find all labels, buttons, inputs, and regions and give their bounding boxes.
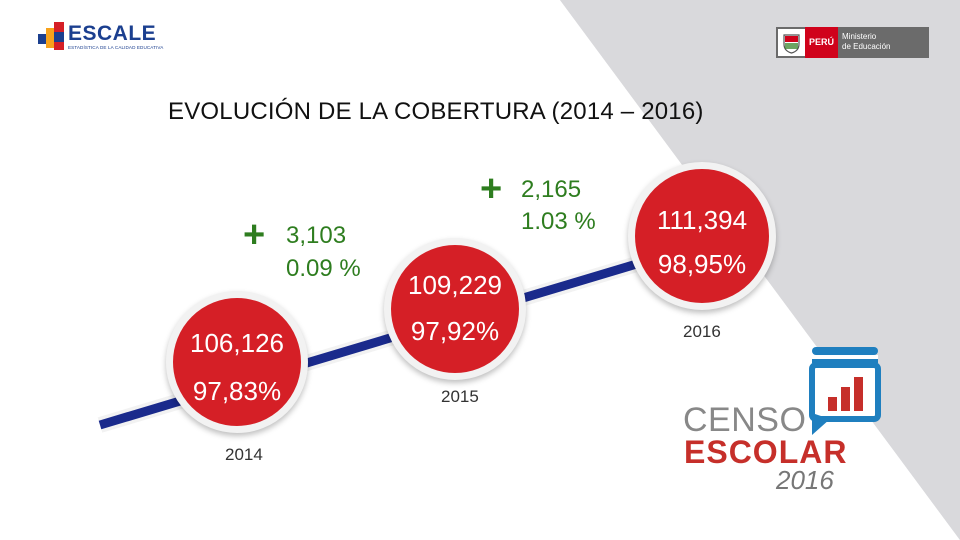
year-label-2016: 2016 [683,322,721,341]
page-title: EVOLUCIÓN DE LA COBERTURA (2014 – 2016) [168,98,704,125]
data-point-2014: 106,126 97,83% [166,291,308,433]
escale-tagline: ESTADÍSTICA DE LA CALIDAD EDUCATIVA [68,45,164,50]
censo-book-chart-icon [809,347,881,435]
peru-coat-of-arms-icon [778,29,805,56]
value-label-2016: 111,394 [656,205,748,235]
data-point-2016: 111,394 98,95% [628,162,776,310]
pct-label-2016: 98,95% [657,249,747,279]
increment-pct-1: 0.09 % [286,255,361,282]
censo-word: CENSO [683,401,807,439]
pct-label-2014: 97,83% [192,376,282,406]
pct-label-2015: 97,92% [410,316,500,346]
increment-plus-1: + [243,214,266,256]
increment-value-2: 2,165 [521,176,582,203]
escale-name: ESCALE [68,22,157,45]
ministry-country: PERÚ [805,27,838,58]
value-label-2014: 106,126 [190,328,284,358]
increment-plus-2: + [480,168,503,210]
increment-value-1: 3,103 [286,222,347,249]
escolar-word: ESCOLAR [684,434,848,470]
year-label-2015: 2015 [441,387,479,406]
year-label-2014: 2014 [225,445,263,464]
censo-year: 2016 [776,465,834,495]
value-label-2015: 109,229 [408,270,502,300]
escale-logo-icon [38,22,64,50]
increment-pct-2: 1.03 % [521,208,596,235]
data-point-2015: 109,229 97,92% [384,238,526,380]
ministry-name: Ministerio de Educación [842,32,891,51]
